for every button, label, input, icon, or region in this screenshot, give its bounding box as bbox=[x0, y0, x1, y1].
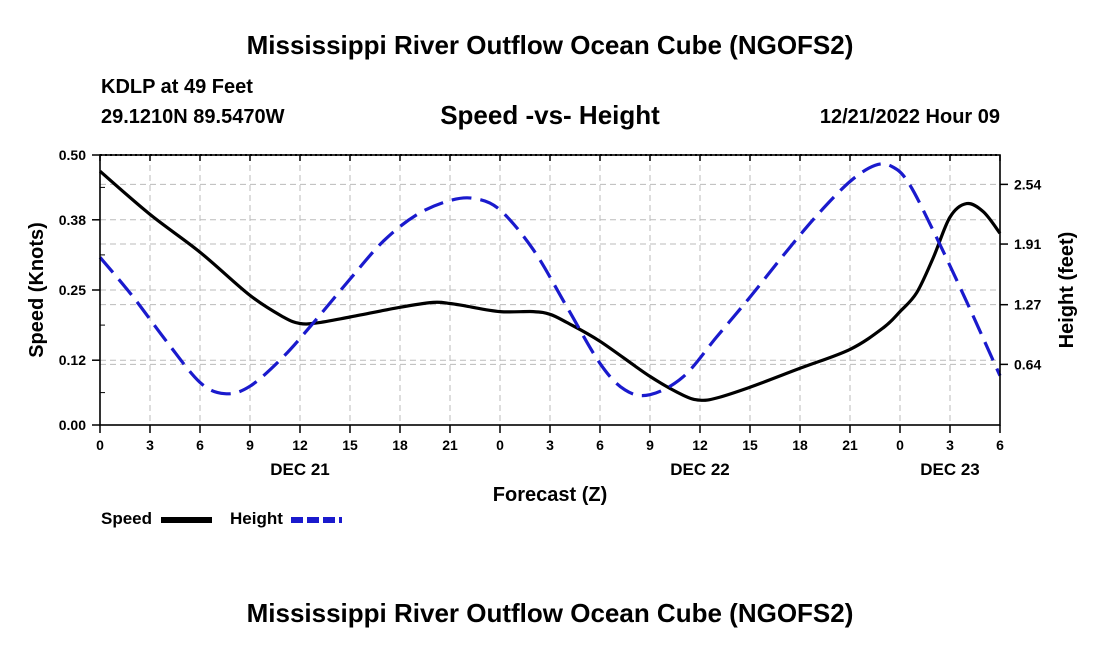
y-right-tick-label: 1.91 bbox=[1014, 236, 1041, 252]
y-left-tick-label: 0.12 bbox=[59, 352, 86, 368]
coordinates-label: 29.1210N 89.5470W bbox=[101, 106, 285, 128]
x-tick-label: 6 bbox=[596, 437, 604, 453]
x-tick-label: 18 bbox=[792, 437, 808, 453]
datetime-label: 12/21/2022 Hour 09 bbox=[819, 106, 1000, 128]
y-left-tick-label: 0.38 bbox=[59, 212, 86, 228]
series-layer bbox=[98, 162, 1002, 402]
y-left-tick-label: 0.25 bbox=[59, 282, 86, 298]
grid-lines bbox=[100, 155, 1000, 425]
day-label: DEC 22 bbox=[670, 460, 730, 479]
y-right-tick-label: 1.27 bbox=[1014, 297, 1041, 313]
chart-title-top: Mississippi River Outflow Ocean Cube (NG… bbox=[246, 30, 854, 60]
y-left-tick-label: 0.50 bbox=[59, 147, 86, 163]
x-tick-label: 21 bbox=[442, 437, 458, 453]
x-tick-label: 12 bbox=[692, 437, 708, 453]
x-tick-label: 12 bbox=[292, 437, 308, 453]
chart-subtitle: Speed -vs- Height bbox=[440, 100, 660, 130]
x-tick-label: 9 bbox=[646, 437, 654, 453]
x-tick-label: 3 bbox=[146, 437, 154, 453]
x-tick-label: 15 bbox=[342, 437, 358, 453]
axis-ticks: 0 3 6 9 12 15 18 21 0 3 6 9 12 15 18 21 0 3 6 DEC 21 DEC 22 D… bbox=[59, 147, 1042, 479]
legend-height-label: Height bbox=[230, 509, 283, 528]
x-tick-label: 3 bbox=[546, 437, 554, 453]
chart-title-bottom: Mississippi River Outflow Ocean Cube (NG… bbox=[246, 598, 854, 628]
legend-speed-label: Speed bbox=[101, 509, 153, 528]
x-tick-label: 6 bbox=[196, 437, 204, 453]
x-tick-label: 3 bbox=[946, 437, 954, 453]
y-right-tick-label: 2.54 bbox=[1014, 176, 1041, 192]
x-tick-label: 18 bbox=[392, 437, 408, 453]
x-tick-label: 0 bbox=[896, 437, 904, 453]
day-label: DEC 23 bbox=[920, 460, 980, 479]
x-tick-label: 15 bbox=[742, 437, 758, 453]
station-label: KDLP at 49 Feet bbox=[101, 76, 253, 98]
day-label: DEC 21 bbox=[270, 460, 330, 479]
x-tick-label: 9 bbox=[246, 437, 254, 453]
x-tick-label: 0 bbox=[96, 437, 104, 453]
x-tick-label: 6 bbox=[996, 437, 1004, 453]
height-series-line bbox=[98, 162, 1002, 398]
y-axis-right-label: Height (feet) bbox=[1056, 232, 1078, 349]
y-axis-left-label: Speed (Knots) bbox=[26, 222, 48, 358]
x-tick-label: 0 bbox=[496, 437, 504, 453]
x-tick-label: 21 bbox=[842, 437, 858, 453]
y-right-tick-label: 0.64 bbox=[1014, 356, 1041, 372]
y-left-tick-label: 0.00 bbox=[59, 417, 86, 433]
x-axis-label: Forecast (Z) bbox=[493, 484, 607, 506]
